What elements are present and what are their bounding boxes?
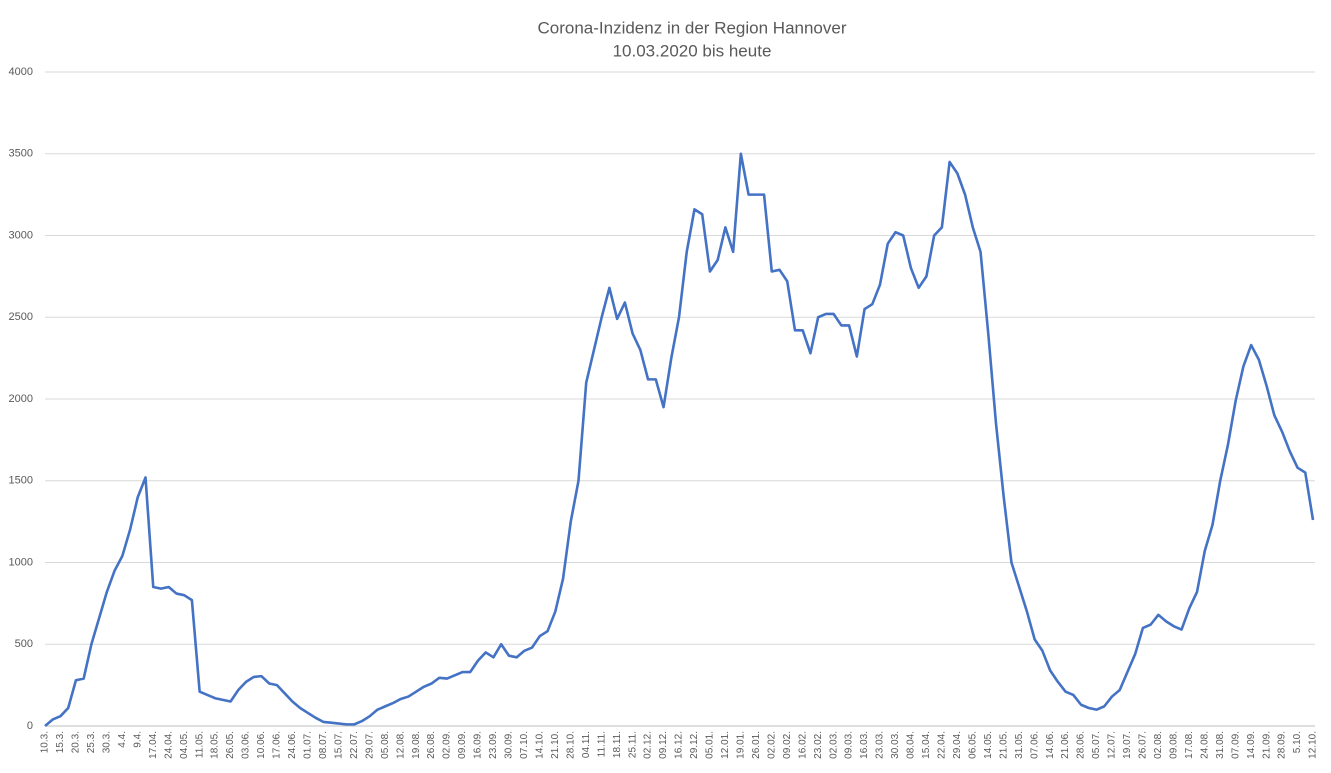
x-tick-label: 16.12. [674, 731, 685, 759]
x-tick-label: 03.06. [241, 731, 252, 759]
y-tick-label: 3000 [9, 229, 33, 241]
x-tick-label: 16.02. [797, 731, 808, 759]
x-tick-label: 02.12. [643, 731, 654, 759]
x-tick-label: 20.3. [71, 731, 82, 753]
x-tick-label: 02.02. [766, 731, 777, 759]
x-tick-label: 09.12. [658, 731, 669, 759]
x-tick-label: 22.07. [349, 731, 360, 759]
y-tick-label: 0 [27, 720, 33, 732]
x-tick-label: 07.09. [1230, 731, 1241, 759]
x-tick-label: 09.08. [1168, 731, 1179, 759]
x-tick-label: 09.02. [782, 731, 793, 759]
x-tick-label: 14.09. [1246, 731, 1257, 759]
x-tick-label: 09.09. [457, 731, 468, 759]
x-tick-label: 08.07. [318, 731, 329, 759]
y-tick-label: 2500 [9, 311, 33, 323]
x-tick-label: 25.3. [86, 731, 97, 753]
x-tick-label: 16.03. [859, 731, 870, 759]
x-tick-label: 4.4. [117, 731, 128, 748]
x-tick-label: 26.05. [225, 731, 236, 759]
x-tick-label: 15.07. [333, 731, 344, 759]
x-tick-label: 04.05. [179, 731, 190, 759]
x-tick-label: 29.12. [689, 731, 700, 759]
chart-title: Corona-Inzidenz in der Region Hannover [537, 18, 846, 37]
x-tick-label: 30.3. [101, 731, 112, 753]
x-tick-label: 14.06. [1045, 731, 1056, 759]
x-tick-label: 23.03. [875, 731, 886, 759]
x-tick-label: 05.01. [705, 731, 716, 759]
x-tick-label: 05.08. [380, 731, 391, 759]
x-tick-label: 22.04. [937, 731, 948, 759]
x-tick-label: 21.06. [1060, 731, 1071, 759]
x-tick-label: 28.10. [565, 731, 576, 759]
x-tick-label: 02.03. [828, 731, 839, 759]
x-tick-label: 31.08. [1215, 731, 1226, 759]
x-tick-label: 19.07. [1122, 731, 1133, 759]
x-tick-label: 23.02. [813, 731, 824, 759]
x-tick-label: 11.11. [596, 731, 607, 757]
x-tick-label: 12.10. [1308, 731, 1319, 759]
y-tick-label: 1000 [9, 556, 33, 568]
x-tick-label: 19.08. [411, 731, 422, 759]
x-tick-label: 21.10. [550, 731, 561, 759]
x-tick-label: 16.09. [473, 731, 484, 759]
x-tick-label: 19.01. [735, 731, 746, 759]
x-tick-label: 29.07. [364, 731, 375, 759]
chart-subtitle: 10.03.2020 bis heute [613, 41, 772, 60]
y-tick-label: 2000 [9, 393, 33, 405]
x-tick-label: 26.01. [751, 731, 762, 759]
x-tick-label: 21.09. [1261, 731, 1272, 759]
x-tick-label: 05.07. [1091, 731, 1102, 759]
x-tick-label: 09.03. [844, 731, 855, 759]
x-tick-label: 02.09. [442, 731, 453, 759]
x-tick-label: 18.05. [210, 731, 221, 759]
x-tick-label: 28.06. [1076, 731, 1087, 759]
x-tick-label: 17.04. [148, 731, 159, 759]
x-tick-label: 24.08. [1199, 731, 1210, 759]
y-tick-label: 1500 [9, 475, 33, 487]
y-tick-label: 500 [15, 638, 33, 650]
line-series [44, 152, 1315, 727]
x-tick-label: 30.03. [890, 731, 901, 759]
y-tick-label: 4000 [9, 66, 33, 78]
x-tick-label: 24.04. [163, 731, 174, 759]
x-tick-label: 10.06. [256, 731, 267, 759]
x-tick-label: 17.08. [1184, 731, 1195, 759]
x-tick-label: 06.05. [967, 731, 978, 759]
x-tick-label: 30.09. [504, 731, 515, 759]
x-tick-label: 14.05. [983, 731, 994, 759]
x-tick-label: 29.04. [952, 731, 963, 759]
x-tick-label: 04.11. [581, 731, 592, 758]
x-tick-label: 01.07. [303, 731, 314, 759]
x-tick-label: 28.09. [1277, 731, 1288, 759]
x-tick-label: 07.06. [1029, 731, 1040, 759]
x-tick-label: 21.05. [998, 731, 1009, 759]
x-tick-label: 08.04. [906, 731, 917, 759]
x-tick-label: 12.07. [1107, 731, 1118, 759]
x-tick-label: 14.10. [534, 731, 545, 759]
x-tick-label: 5.10. [1292, 731, 1303, 753]
x-tick-label: 26.08. [426, 731, 437, 759]
x-tick-label: 26.07. [1138, 731, 1149, 759]
x-tick-label: 15.04. [921, 731, 932, 759]
x-tick-label: 18.11. [612, 731, 623, 758]
x-tick-label: 12.01. [720, 731, 731, 759]
x-tick-label: 25.11. [627, 731, 638, 758]
x-tick-label: 23.09. [488, 731, 499, 759]
x-tick-label: 10.3. [40, 731, 51, 753]
x-tick-label: 15.3. [55, 731, 66, 753]
x-tick-label: 24.06. [287, 731, 298, 759]
x-tick-label: 9.4. [132, 731, 143, 748]
x-tick-label: 12.08. [395, 731, 406, 759]
x-tick-label: 02.08. [1153, 731, 1164, 759]
x-tick-label: 31.05. [1014, 731, 1025, 759]
x-tick-label: 11.05. [194, 731, 205, 758]
x-tick-label: 07.10. [519, 731, 530, 759]
x-tick-label: 17.06. [272, 731, 283, 759]
y-tick-label: 3500 [9, 148, 33, 160]
